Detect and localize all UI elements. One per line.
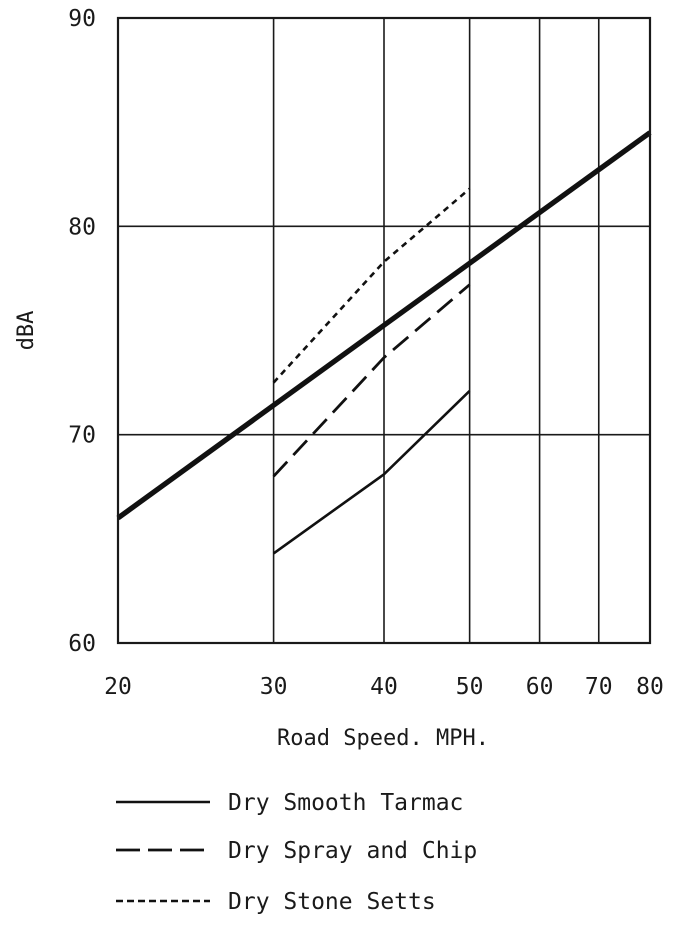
legend-label: Dry Smooth Tarmac [228, 790, 463, 816]
series-line-solid [272, 389, 471, 555]
series-lines [116, 130, 652, 555]
tick-labels: 20 30 40 50 60 70 80 60 70 80 90 [68, 6, 664, 700]
x-tick-label: 40 [370, 674, 398, 700]
legend: Dry Smooth Tarmac Dry Spray and Chip Dry S… [116, 790, 477, 915]
x-axis-title: Road Speed. MPH. [277, 726, 489, 751]
x-tick-label: 70 [585, 674, 613, 700]
legend-label: Dry Stone Setts [228, 889, 436, 915]
series-line-bold-solid [116, 130, 652, 521]
x-tick-label: 50 [456, 674, 484, 700]
x-tick-label: 20 [104, 674, 132, 700]
y-tick-label: 90 [68, 6, 96, 32]
y-tick-label: 70 [68, 423, 96, 449]
plot-frame [116, 16, 652, 645]
y-tick-label: 60 [68, 631, 96, 657]
y-tick-label: 80 [68, 214, 96, 240]
x-tick-label: 80 [636, 674, 664, 700]
x-tick-label: 60 [526, 674, 554, 700]
y-axis-title: dBA [14, 311, 39, 351]
series-line-dashed [272, 283, 471, 478]
x-tick-label: 30 [260, 674, 288, 700]
legend-label: Dry Spray and Chip [228, 838, 477, 864]
grid [118, 18, 650, 643]
